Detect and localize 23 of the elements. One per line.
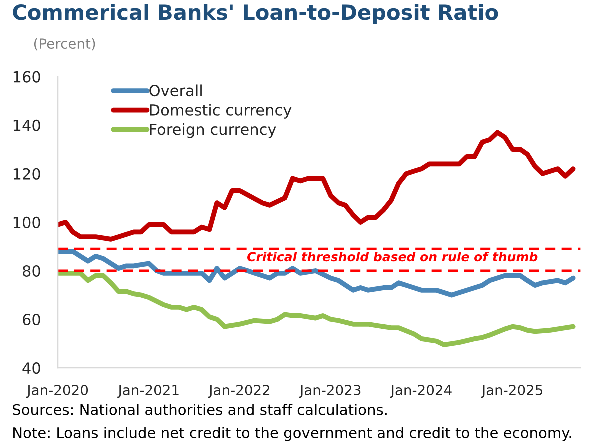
legend-label: Domestic currency [150, 104, 292, 119]
source-note: Sources: National authorities and staff calculations. [13, 404, 387, 416]
y-tick-label: 160 [14, 71, 40, 83]
x-tick-label: Jan-2024 [390, 384, 452, 398]
legend-label: Foreign currency [150, 123, 276, 138]
line-series [58, 270, 576, 348]
ref-line-label: Critical threshold based on rule of thumb [248, 252, 538, 262]
x-tick-label: Jan-2021 [118, 384, 179, 398]
x-tick-label: Jan-2022 [208, 384, 270, 398]
x-tick-label: Jan-2025 [481, 384, 543, 398]
line-series [58, 249, 576, 298]
x-tick-label: Jan-2023 [299, 384, 361, 398]
x-tick-label: Jan-2020 [26, 384, 88, 398]
y-tick-label: 60 [23, 314, 40, 326]
y-tick-label: 80 [23, 265, 40, 278]
y-tick-label: 120 [14, 168, 40, 180]
y-tick-label: 40 [22, 362, 40, 374]
legend-label: Overall [150, 84, 202, 97]
text: Note: Loans include net credit to the government and credit to the economy. [14, 427, 572, 442]
chart-subtitle: (Percent) [34, 38, 96, 51]
chart-title: Commerical Banks' Loan-to-Deposit Ratio [13, 4, 498, 24]
y-tick-label: 100 [14, 216, 40, 228]
y-tick-label: 140 [14, 120, 40, 132]
